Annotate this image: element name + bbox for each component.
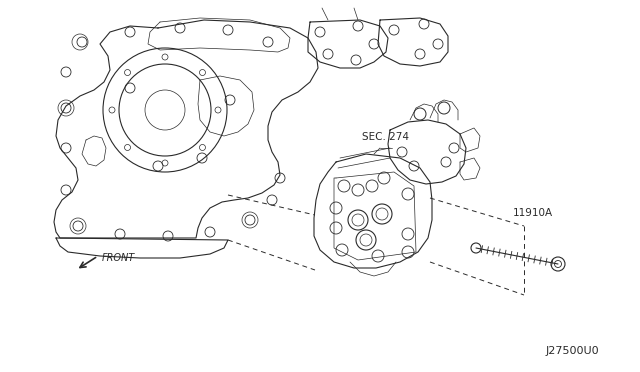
Text: J27500U0: J27500U0 — [545, 346, 599, 356]
Text: 11910A: 11910A — [513, 208, 553, 218]
Text: SEC. 274: SEC. 274 — [362, 132, 409, 142]
Text: FRONT: FRONT — [102, 253, 135, 263]
